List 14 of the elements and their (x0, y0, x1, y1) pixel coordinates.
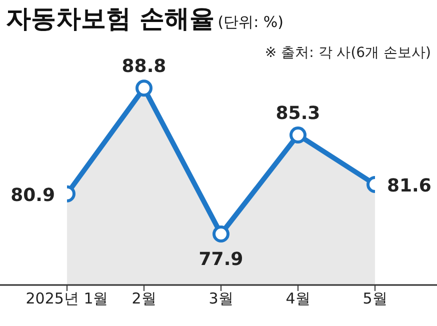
x-tick-label: 3월 (208, 290, 234, 308)
x-tick-label: 4월 (286, 290, 310, 308)
chart-title: 자동차보험 손해율 (6, 4, 215, 33)
data-label: 85.3 (276, 102, 320, 124)
x-tick-label: 2025년 1월 (26, 290, 108, 308)
data-label: 80.9 (10, 184, 55, 206)
chart-subtitle: (단위: %) (218, 13, 284, 31)
x-tick-label: 5월 (362, 290, 388, 308)
point (212, 225, 230, 242)
text: ※ 출처: 각 사(6개 손보사) (264, 44, 431, 62)
data-label: 77.9 (198, 248, 244, 270)
data-label: 81.6 (387, 175, 432, 196)
data-label: 88.8 (122, 56, 166, 78)
x-tick-label: 2월 (132, 290, 156, 308)
